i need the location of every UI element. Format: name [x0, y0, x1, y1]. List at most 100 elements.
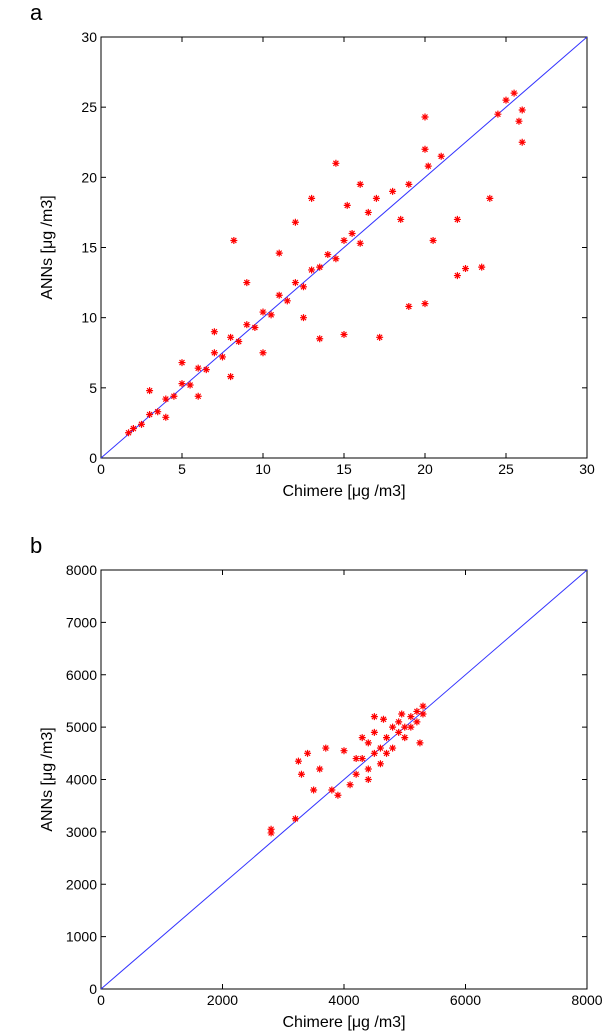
data-point: [300, 283, 307, 291]
data-point: [405, 180, 413, 188]
data-point: [275, 249, 283, 257]
data-point: [227, 373, 235, 381]
x-tick-label: 30: [579, 461, 595, 477]
y-tick-label: 15: [81, 240, 97, 256]
x-axis-label: Chimere [μg /m3]: [282, 1014, 405, 1031]
data-point: [194, 392, 202, 400]
data-point: [332, 159, 340, 167]
data-point: [424, 162, 432, 170]
data-point: [421, 113, 429, 121]
data-point: [267, 311, 275, 319]
data-point: [358, 755, 366, 763]
data-point: [267, 829, 275, 837]
data-point: [478, 263, 486, 271]
data-point: [395, 718, 403, 726]
data-point: [146, 387, 154, 395]
data-point: [194, 364, 202, 372]
data-point: [219, 353, 226, 361]
data-point: [332, 255, 340, 263]
data-point: [275, 291, 283, 299]
data-point: [308, 266, 316, 274]
x-tick-label: 8000: [571, 992, 602, 1008]
y-tick-label: 1000: [66, 929, 97, 945]
data-point: [178, 380, 186, 388]
y-axis-label: ANNs [μg /m3]: [39, 195, 56, 299]
data-point: [259, 308, 267, 316]
x-tick-label: 25: [498, 461, 514, 477]
data-point: [437, 152, 445, 160]
y-tick-label: 20: [81, 169, 97, 185]
data-point: [340, 747, 348, 755]
data-point: [364, 208, 372, 216]
data-point: [316, 765, 324, 773]
y-tick-label: 6000: [66, 667, 97, 683]
data-point: [421, 300, 429, 308]
data-point: [352, 755, 360, 763]
y-axis-label: ANNs [μg /m3]: [39, 727, 56, 831]
data-point: [376, 333, 384, 341]
data-point: [316, 335, 324, 343]
data-point: [243, 279, 251, 287]
data-point: [356, 180, 364, 188]
data-point: [372, 194, 380, 202]
data-point: [324, 251, 332, 259]
data-point: [291, 218, 299, 226]
data-point: [413, 718, 421, 726]
data-point: [235, 338, 243, 346]
y-tick-label: 25: [81, 99, 97, 115]
data-point: [304, 749, 312, 757]
panel-label: b: [30, 533, 42, 558]
data-point: [379, 715, 387, 723]
y-tick-label: 8000: [66, 562, 97, 578]
y-tick-label: 2000: [66, 876, 97, 892]
y-tick-label: 30: [81, 29, 97, 45]
y-tick-label: 4000: [66, 772, 97, 788]
data-point: [370, 713, 378, 721]
data-point: [421, 145, 429, 153]
data-point: [515, 117, 523, 125]
data-point: [364, 739, 372, 747]
data-point: [453, 272, 461, 280]
y-tick-label: 0: [89, 450, 97, 466]
x-tick-label: 5: [178, 461, 186, 477]
data-point: [401, 734, 409, 742]
data-point: [291, 815, 299, 823]
identity-line: [100, 36, 588, 459]
data-point: [154, 408, 162, 416]
data-point: [352, 770, 360, 778]
x-tick-label: 0: [97, 992, 105, 1008]
y-tick-label: 7000: [66, 614, 97, 630]
data-point: [502, 96, 510, 104]
data-point: [316, 263, 324, 271]
data-point: [364, 765, 372, 773]
data-point: [401, 723, 409, 731]
data-point: [518, 106, 526, 114]
x-tick-label: 15: [336, 461, 352, 477]
data-point: [310, 786, 318, 794]
data-point: [486, 194, 494, 202]
data-point: [308, 194, 316, 202]
data-point: [300, 314, 307, 322]
y-tick-label: 0: [89, 981, 97, 997]
data-point: [416, 739, 424, 747]
data-point: [348, 229, 356, 237]
data-point: [429, 236, 437, 244]
x-axis-label: Chimere [μg /m3]: [282, 483, 405, 500]
x-tick-label: 10: [255, 461, 271, 477]
data-point: [518, 138, 526, 146]
y-tick-label: 3000: [66, 824, 97, 840]
data-point: [376, 760, 384, 768]
data-point: [405, 302, 413, 310]
data-point: [230, 236, 238, 244]
data-point: [125, 429, 133, 437]
data-point: [358, 734, 366, 742]
data-point: [267, 825, 275, 833]
x-tick-label: 20: [417, 461, 433, 477]
data-point: [162, 395, 170, 403]
data-point: [322, 744, 330, 752]
data-point: [383, 734, 391, 742]
data-point: [419, 702, 427, 710]
data-point: [419, 710, 427, 718]
y-tick-label: 5000: [66, 719, 97, 735]
